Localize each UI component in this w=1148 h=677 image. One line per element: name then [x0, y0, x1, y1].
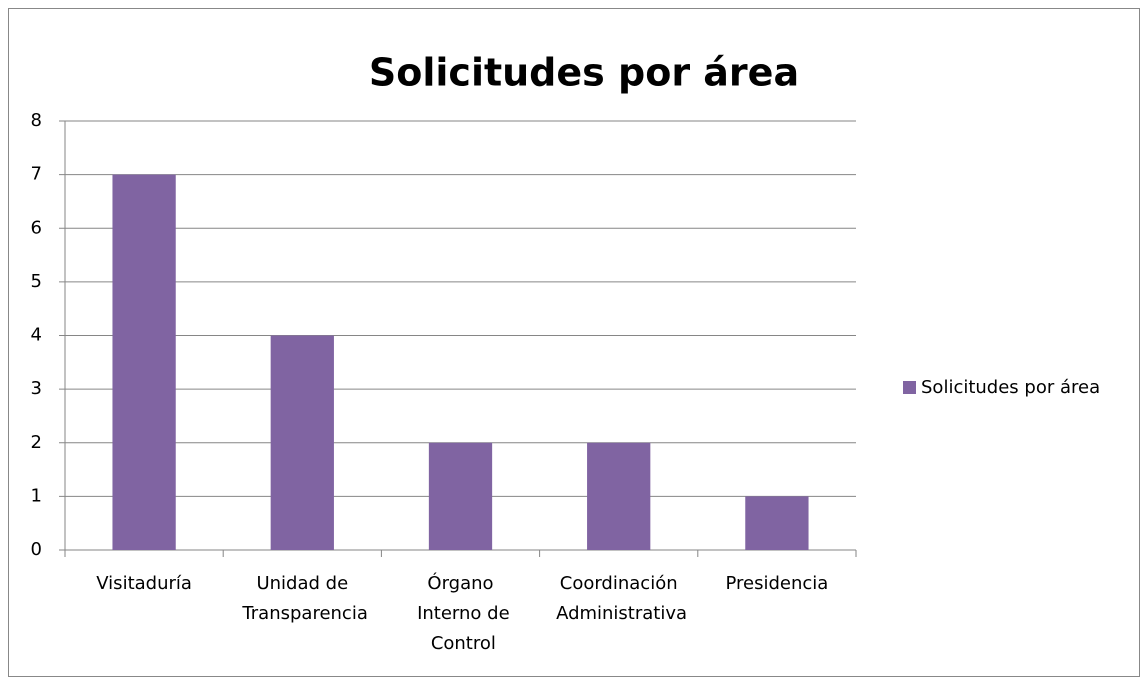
- x-tick-label: Órgano Interno de Control: [411, 572, 509, 654]
- x-tick-label: Visitaduría: [96, 573, 192, 594]
- x-tick-label: Presidencia: [725, 573, 828, 594]
- x-tick-label-line: Administrativa: [550, 603, 687, 624]
- x-tick-label-line: Presidencia: [725, 573, 828, 594]
- y-tick-label: 0: [31, 539, 42, 560]
- bar: [270, 335, 334, 550]
- legend-label: Solicitudes por área: [921, 377, 1100, 398]
- x-tick-label-line: Control: [425, 633, 496, 654]
- y-tick-label: 5: [31, 271, 42, 292]
- bar: [587, 442, 651, 550]
- chart-title: Solicitudes por área: [369, 51, 799, 95]
- x-tick-label-line: Interno de: [411, 603, 509, 624]
- y-tick-label: 2: [31, 432, 42, 453]
- x-tick-label-line: Unidad de: [256, 573, 348, 594]
- y-tick-label: 6: [31, 217, 42, 238]
- bar: [745, 496, 809, 550]
- legend-swatch: [903, 381, 916, 394]
- bar: [112, 174, 176, 550]
- x-tick-label-line: Transparencia: [237, 603, 368, 624]
- y-tick-label: 4: [31, 325, 42, 346]
- x-tick-label-line: Órgano: [427, 572, 493, 594]
- y-tick-label: 8: [31, 110, 42, 131]
- x-tick-label: Coordinación Administrativa: [550, 573, 687, 624]
- chart-border: [8, 8, 1140, 677]
- y-tick-label: 3: [31, 378, 42, 399]
- x-tick-label: Unidad de Transparencia: [237, 573, 368, 624]
- bar: [428, 442, 493, 550]
- x-tick-label-line: Coordinación: [560, 573, 678, 594]
- x-tick-label-line: Visitaduría: [96, 573, 192, 594]
- y-tick-label: 7: [31, 164, 42, 185]
- y-tick-label: 1: [31, 485, 42, 506]
